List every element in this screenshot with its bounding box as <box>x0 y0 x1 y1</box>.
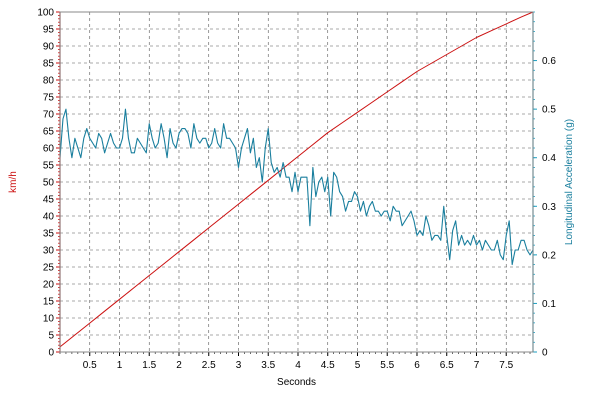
speed-axis-tick-label: 70 <box>43 110 55 121</box>
speed-axis-tick-label: 15 <box>43 297 55 308</box>
series-layer <box>59 11 534 348</box>
x-axis-tick-label: 2.5 <box>202 360 216 371</box>
speed-axis-tick-label: 90 <box>43 42 55 53</box>
speed-axis-tick-label: 50 <box>43 178 55 189</box>
acceleration-axis-tick-label: 0.2 <box>542 250 556 261</box>
speed-axis-tick-label: 0 <box>48 348 54 359</box>
speed-axis-tick-label: 60 <box>43 144 55 155</box>
acceleration-series-line <box>59 108 534 266</box>
speed-axis-tick-label: 20 <box>43 280 55 291</box>
x-axis-tick-label: 6.5 <box>440 360 454 371</box>
x-axis-tick-label: 0.5 <box>83 360 97 371</box>
x-axis-title: Seconds <box>277 377 316 388</box>
x-axis-tick-label: 2 <box>176 360 182 371</box>
speed-series-line <box>59 11 534 348</box>
speed-axis-tick-label: 10 <box>43 314 55 325</box>
speed-axis-tick-label: 55 <box>43 161 55 172</box>
x-axis-tick-label: 4 <box>295 360 301 371</box>
speed-axis-tick-label: 65 <box>43 127 55 138</box>
x-axis-tick-label: 1 <box>117 360 123 371</box>
x-axis-tick-label: 4.5 <box>321 360 335 371</box>
x-axis-tick-label: 5 <box>355 360 361 371</box>
speed-axis-tick-label: 25 <box>43 263 55 274</box>
x-axis-tick-label: 3.5 <box>261 360 275 371</box>
speed-axis-tick-label: 75 <box>43 93 55 104</box>
x-axis-tick-label: 6 <box>414 360 420 371</box>
speed-axis-tick-label: 100 <box>37 8 54 19</box>
speed-axis-tick-label: 35 <box>43 229 55 240</box>
speed-axis-tick-label: 5 <box>48 331 54 342</box>
acceleration-axis-tick-label: 0.3 <box>542 202 556 213</box>
x-axis-tick-label: 7 <box>474 360 480 371</box>
speed-axis-tick-label: 95 <box>43 25 55 36</box>
x-axis-tick-label: 7.5 <box>499 360 513 371</box>
x-axis-tick-label: 3 <box>236 360 242 371</box>
x-axis-tick-label: 1.5 <box>142 360 156 371</box>
acceleration-axis-title: Longitudinal Acceleration (g) <box>564 119 575 245</box>
acceleration-axis-tick-label: 0.6 <box>542 56 556 67</box>
speed-axis-tick-label: 30 <box>43 246 55 257</box>
speed-axis-tick-label: 40 <box>43 212 55 223</box>
acceleration-axis-tick-label: 0 <box>542 348 548 359</box>
speed-axis-title: km/h <box>8 171 19 193</box>
x-axis-tick-label: 5.5 <box>380 360 394 371</box>
acceleration-axis-tick-label: 0.5 <box>542 105 556 116</box>
acceleration-axis-tick-label: 0.1 <box>542 299 556 310</box>
plot-frame <box>59 11 534 353</box>
acceleration-axis-tick-label: 0.4 <box>542 153 556 164</box>
speed-axis-tick-label: 85 <box>43 59 55 70</box>
speed-axis-tick-label: 45 <box>43 195 55 206</box>
speed-axis-tick-label: 80 <box>43 76 55 87</box>
